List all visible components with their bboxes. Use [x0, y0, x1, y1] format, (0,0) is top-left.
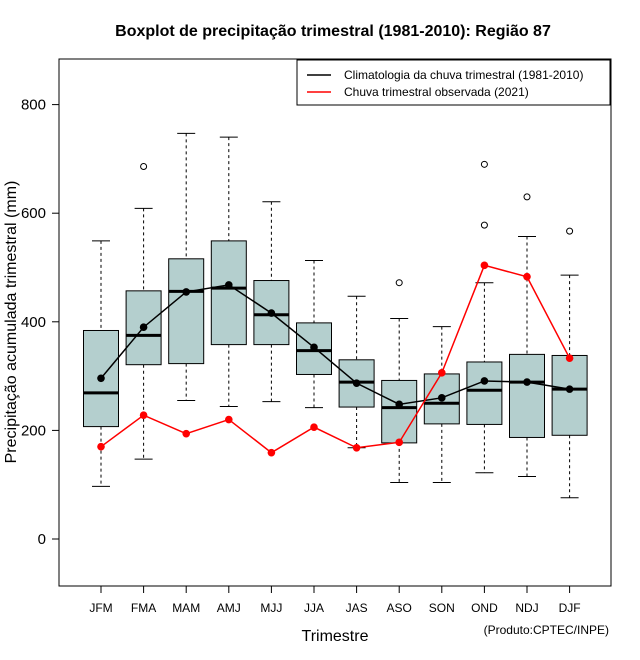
outlier-point: [523, 193, 531, 201]
box-iqr: [466, 361, 503, 425]
outlier-point: [140, 163, 148, 171]
box-SON: [423, 326, 460, 484]
outlier-point: [480, 221, 488, 229]
x-tick-label: FMA: [131, 601, 156, 615]
series-point-observed-2021: [352, 443, 361, 452]
x-tick-label: ASO: [387, 601, 412, 615]
series-point-climatology: [523, 378, 531, 386]
series-observed-2021: [97, 261, 574, 457]
box-iqr: [381, 379, 418, 444]
series-point-observed-2021: [182, 429, 190, 438]
series-point-climatology: [352, 379, 361, 387]
series-point-climatology: [438, 394, 446, 402]
series-point-observed-2021: [267, 448, 276, 457]
y-tick-label: 0: [38, 531, 46, 548]
box-iqr: [551, 354, 588, 436]
box-AMJ: [210, 136, 247, 408]
box-JJA: [296, 259, 332, 409]
product-credit: (Produto:CPTEC/INPE): [484, 623, 609, 637]
x-tick-label: JFM: [89, 601, 112, 615]
series-point-climatology: [310, 343, 318, 352]
series-point-observed-2021: [523, 272, 531, 281]
box-MJJ: [253, 201, 290, 403]
series-point-observed-2021: [395, 438, 404, 447]
y-axis: 0 200 400 600 800: [21, 97, 59, 548]
series-point-observed-2021: [438, 369, 446, 377]
y-tick-label: 200: [21, 422, 46, 439]
series-point-climatology: [97, 374, 105, 383]
y-tick-label: 800: [21, 97, 46, 114]
x-tick-label: SON: [429, 601, 455, 615]
series-point-climatology: [225, 281, 233, 289]
x-tick-label: JJA: [304, 601, 324, 615]
series-line-observed-2021: [100, 264, 571, 454]
series-point-observed-2021: [225, 415, 233, 424]
outlier-point: [566, 227, 574, 235]
series-point-observed-2021: [139, 411, 148, 419]
series-point-climatology: [395, 400, 404, 409]
y-tick-label: 600: [21, 205, 46, 222]
box-OND: [466, 160, 503, 474]
y-axis-title: Precipitação acumulada trimestral (mm): [3, 181, 20, 464]
series-climatology: [97, 281, 574, 409]
series-point-climatology: [267, 309, 276, 317]
box-iqr: [509, 353, 545, 438]
boxplot-boxes: [83, 132, 588, 499]
x-tick-label: MAM: [172, 601, 200, 615]
box-iqr: [168, 258, 205, 365]
series-point-observed-2021: [480, 261, 489, 270]
outlier-point: [480, 160, 488, 168]
series-point-climatology: [480, 377, 489, 385]
series-point-observed-2021: [97, 442, 105, 451]
box-DJF: [551, 227, 588, 499]
legend-box: [296, 59, 611, 106]
legend-label-observed: Chuva trimestral observada (2021): [344, 85, 529, 99]
x-tick-label: NDJ: [515, 601, 538, 615]
x-axis: JFM FMA MAM AMJ MJJ JJA JAS ASO SON OND NDJ DJF: [89, 586, 581, 615]
series-point-climatology: [139, 323, 148, 332]
x-tick-label: AMJ: [217, 601, 241, 615]
series-point-observed-2021: [310, 423, 318, 431]
x-tick-label: DJF: [559, 601, 581, 615]
box-ASO: [381, 279, 418, 484]
box-NDJ: [509, 193, 545, 478]
outlier-point: [395, 279, 403, 287]
x-tick-label: OND: [471, 601, 498, 615]
y-tick-label: 400: [21, 314, 46, 331]
series-point-climatology: [565, 385, 574, 393]
series-line-climatology: [100, 284, 570, 406]
box-MAM: [168, 132, 205, 402]
x-axis-title: Trimestre: [302, 628, 369, 645]
x-tick-label: MJJ: [260, 601, 282, 615]
legend-label-climatology: Climatologia da chuva trimestral (1981-2…: [344, 68, 583, 82]
x-tick-label: JAS: [346, 601, 368, 615]
series-lines: [97, 261, 574, 457]
series-point-climatology: [182, 288, 190, 296]
legend: Climatologia da chuva trimestral (1981-2…: [296, 59, 611, 106]
chart-title: Boxplot de precipitação trimestral (1981…: [115, 23, 551, 40]
series-point-observed-2021: [565, 354, 574, 362]
plot-frame: [58, 58, 612, 587]
